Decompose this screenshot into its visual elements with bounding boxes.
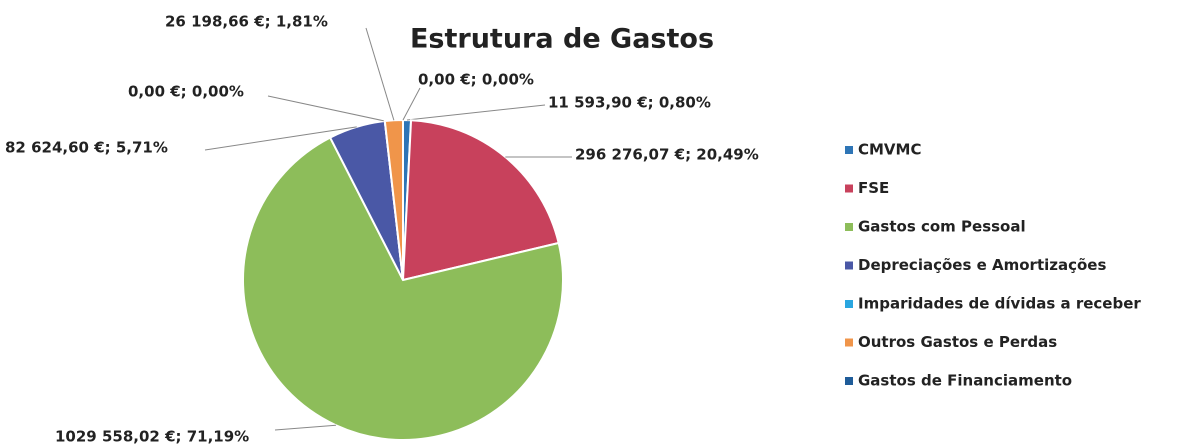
- leader-line: [402, 87, 421, 121]
- data-label: 26 198,66 €; 1,81%: [165, 13, 328, 31]
- data-label: 82 624,60 €; 5,71%: [5, 139, 168, 157]
- data-label: 296 276,07 €; 20,49%: [575, 146, 759, 164]
- legend-label: Gastos com Pessoal: [858, 218, 1026, 236]
- legend-swatch: [845, 223, 853, 231]
- legend-swatch: [845, 261, 853, 270]
- leader-line: [274, 424, 336, 431]
- data-label: 0,00 €; 0,00%: [418, 71, 534, 89]
- leader-line: [267, 95, 385, 122]
- chart-title: Estrutura de Gastos: [410, 24, 714, 55]
- legend-label: Depreciações e Amortizações: [858, 256, 1106, 274]
- pie-slice: [242, 136, 564, 441]
- leader-line: [204, 126, 357, 151]
- legend-label: FSE: [858, 179, 889, 197]
- data-label: 0,00 €; 0,00%: [128, 83, 244, 101]
- legend-label: Outros Gastos e Perdas: [858, 333, 1057, 351]
- legend-swatch: [845, 184, 853, 193]
- data-label: 1029 558,02 €; 71,19%: [55, 428, 249, 446]
- legend-swatch: [845, 338, 853, 347]
- legend-label: Gastos de Financiamento: [858, 372, 1072, 390]
- leader-line: [365, 27, 395, 121]
- legend-swatch: [845, 300, 853, 308]
- legend-swatch: [845, 146, 853, 154]
- leader-line: [406, 104, 546, 121]
- data-label: 11 593,90 €; 0,80%: [548, 94, 711, 112]
- legend-label: Imparidades de dívidas a receber: [858, 295, 1141, 313]
- legend-swatch: [845, 377, 853, 385]
- legend-label: CMVMC: [858, 141, 921, 159]
